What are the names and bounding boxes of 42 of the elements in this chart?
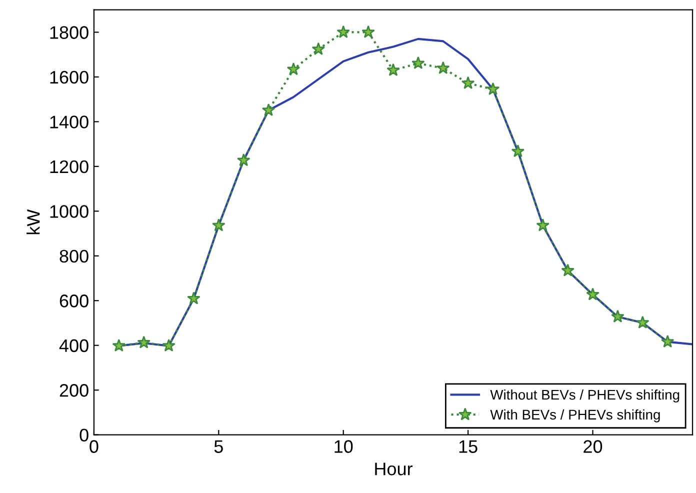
point (162, 338, 176, 352)
point (212, 218, 226, 232)
point (187, 292, 200, 304)
y-tick-label: 0 (80, 428, 88, 442)
point (386, 63, 400, 76)
y-tick-label: 1200 (50, 160, 88, 174)
point (137, 336, 150, 348)
point (486, 82, 500, 96)
x-tick-label: 0 (90, 440, 98, 453)
point (412, 56, 425, 70)
point (511, 144, 525, 158)
legend-label: With BEVs / PHEVs shifting (490, 409, 660, 422)
y-tick-label: 600 (60, 294, 88, 308)
y-tick-label: 400 (59, 339, 88, 352)
x-tick-label: 5 (214, 440, 223, 453)
y-tick-label: 1000 (50, 205, 88, 218)
point (362, 25, 375, 38)
point (286, 62, 300, 76)
point (586, 288, 600, 300)
point (262, 103, 276, 116)
x-axis-title: Hour (375, 462, 413, 476)
legend-label: Without BEVs / PHEVs shifting (490, 389, 680, 402)
x-tick-label: 15 (459, 440, 478, 453)
y-tick-label: 1800 (50, 26, 88, 39)
point (561, 264, 574, 276)
point (236, 153, 250, 166)
x-tick-label: 10 (334, 440, 353, 453)
point (611, 310, 624, 322)
point (312, 42, 326, 55)
point (112, 338, 126, 352)
y-tick-label: 1600 (50, 70, 88, 84)
y-tick-label: 800 (60, 250, 88, 263)
y-tick-label: 200 (60, 384, 88, 397)
point (461, 76, 475, 89)
y-axis-title: kW (26, 209, 40, 234)
x-tick-label: 20 (584, 440, 602, 453)
point (636, 316, 650, 329)
y-tick-label: 1400 (50, 116, 88, 128)
point (660, 334, 674, 348)
point (536, 218, 550, 232)
point (436, 61, 450, 74)
point (336, 25, 350, 38)
